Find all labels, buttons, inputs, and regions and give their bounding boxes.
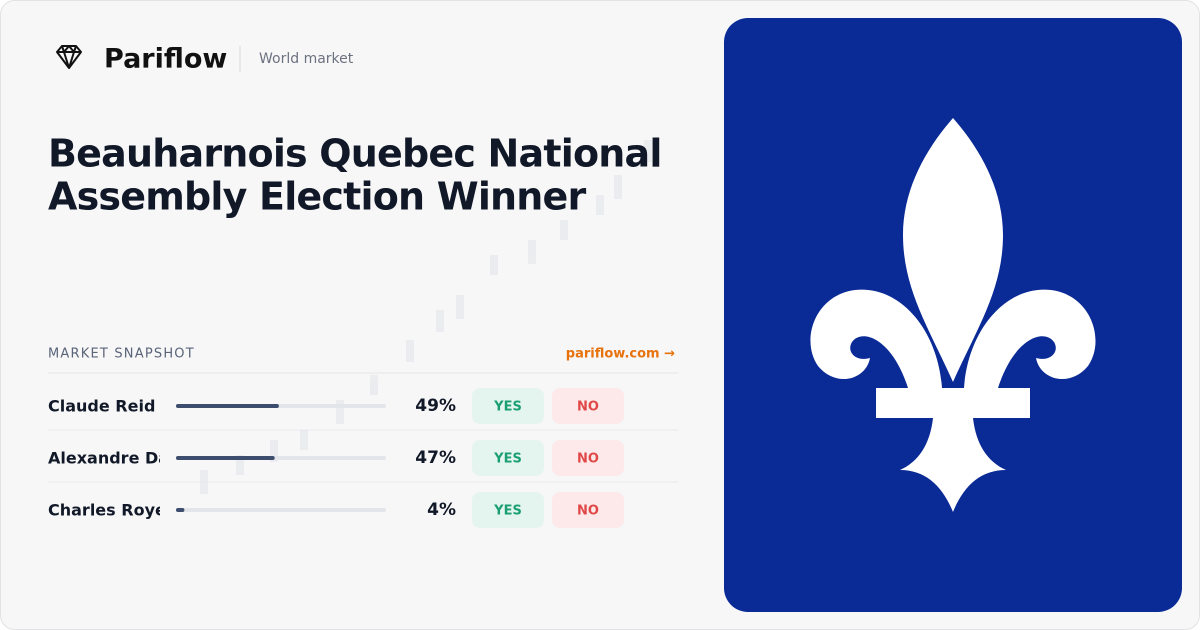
yes-button[interactable] bbox=[472, 388, 544, 424]
snapshot-heading: MARKET SNAPSHOT bbox=[48, 347, 195, 362]
candidate-name: Charles Royer bbox=[48, 501, 174, 520]
no-button[interactable] bbox=[552, 388, 624, 424]
no-label[interactable]: NO bbox=[577, 400, 599, 415]
rows: Claude Reid 49% YES NO Alexandre Da 47% YES NO C… bbox=[48, 388, 678, 528]
no-button[interactable] bbox=[552, 440, 624, 476]
site-link[interactable]: pariflow.com → bbox=[566, 347, 675, 362]
yes-label[interactable]: YES bbox=[493, 400, 522, 415]
section-label: World market bbox=[259, 51, 354, 67]
title-line: Assembly Election Winner bbox=[48, 175, 587, 219]
brand-name: Pariflow bbox=[104, 44, 227, 75]
candidate-name: Alexandre Da bbox=[48, 449, 169, 468]
yes-button[interactable] bbox=[472, 440, 544, 476]
no-button[interactable] bbox=[552, 492, 624, 528]
yes-label[interactable]: YES bbox=[493, 452, 522, 467]
no-label[interactable]: NO bbox=[577, 504, 599, 519]
logo-icon bbox=[56, 45, 82, 69]
no-label[interactable]: NO bbox=[577, 452, 599, 467]
bar-fill bbox=[176, 404, 279, 408]
probability: 47% bbox=[415, 448, 456, 468]
bar-track bbox=[176, 508, 386, 512]
title-line: Beauharnois Quebec National bbox=[48, 132, 662, 176]
fleur-de-lis bbox=[810, 118, 1096, 512]
probability: 49% bbox=[415, 396, 456, 416]
candidate-name: Claude Reid bbox=[48, 397, 155, 416]
bar-fill bbox=[176, 508, 185, 512]
probability: 4% bbox=[427, 500, 456, 520]
yes-button[interactable] bbox=[472, 492, 544, 528]
yes-label[interactable]: YES bbox=[493, 504, 522, 519]
bar-fill bbox=[176, 456, 275, 460]
